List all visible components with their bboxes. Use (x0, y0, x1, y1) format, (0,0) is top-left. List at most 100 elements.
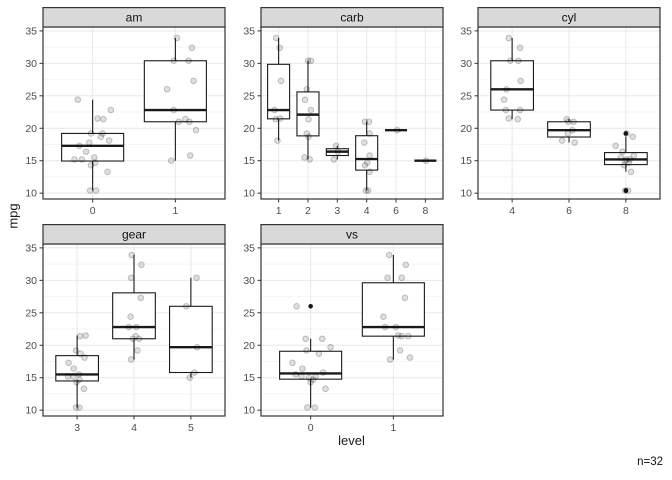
y-tick-label: 25 (243, 307, 255, 319)
jitter-point (128, 251, 136, 259)
x-tick-label: 8 (623, 205, 629, 217)
facet-strip-label: am (126, 11, 143, 25)
jitter-point (623, 156, 630, 163)
jitter-point (170, 57, 178, 65)
x-tick-label: 0 (308, 422, 314, 434)
jitter-point (563, 115, 571, 123)
jitter-point (505, 115, 513, 122)
jitter-point (361, 139, 368, 146)
x-tick-label: 1 (276, 205, 282, 217)
jitter-point (505, 34, 513, 42)
jitter-point (163, 86, 171, 93)
jitter-point (170, 106, 178, 114)
jitter-point (619, 148, 626, 155)
facet-strip-label: cyl (562, 11, 577, 25)
jitter-point (622, 157, 629, 165)
jitter-point (398, 274, 405, 282)
jitter-point (617, 154, 625, 161)
x-tick-label: 3 (74, 422, 80, 434)
jitter-point (304, 57, 312, 65)
facet-chart-carb: carb 10 15 20 25 30 35 1 2 3 4 6 8 (243, 7, 444, 217)
jitter-point (514, 115, 522, 123)
strip-background (477, 7, 661, 28)
outlier-point (308, 304, 313, 309)
facet-panel-cyl: cyl 10 15 20 25 30 35 4 6 8 (449, 7, 661, 223)
jitter-point (516, 44, 524, 52)
jitter-point (305, 374, 313, 382)
jitter-point (64, 373, 72, 380)
jitter-point (620, 161, 628, 169)
jitter-point (100, 115, 107, 123)
jitter-point (276, 115, 284, 122)
jitter-point (77, 350, 84, 357)
jitter-point (65, 359, 72, 367)
y-tick-label: 30 (25, 58, 37, 70)
y-tick-label: 20 (25, 123, 37, 135)
facet-chart-am: am 10 15 20 25 30 35 0 1 (25, 7, 226, 217)
jitter-point (186, 118, 193, 126)
jitter-point (99, 130, 106, 137)
facet-chart-gear: gear 10 15 20 25 30 35 3 4 5 (25, 224, 226, 434)
facet-strip-label: vs (346, 228, 358, 242)
jitter-point (274, 137, 281, 144)
jitter-point (272, 34, 280, 42)
jitter-point (565, 118, 572, 126)
jitter-point (129, 335, 137, 343)
jitter-point (624, 187, 632, 194)
jitter-point (319, 369, 327, 376)
x-tick-label: 4 (131, 422, 137, 434)
jitter-point (82, 148, 90, 155)
jitter-point (289, 359, 296, 367)
jitter-point (315, 350, 323, 357)
jitter-point (90, 154, 98, 161)
jitter-point (623, 130, 630, 137)
y-tick-label: 10 (460, 188, 472, 200)
jitter-point (181, 115, 189, 123)
jitter-point (366, 152, 373, 159)
facet-chart-cyl: cyl 10 15 20 25 30 35 4 6 8 (460, 7, 661, 217)
jitter-point (612, 142, 619, 150)
jitter-point (393, 126, 401, 134)
jitter-point (303, 130, 311, 137)
jitter-point (302, 335, 309, 343)
jitter-point (69, 373, 77, 380)
jitter-point (396, 347, 404, 354)
jitter-point (137, 294, 145, 302)
jitter-point (190, 369, 198, 376)
x-tick-label: 5 (188, 422, 194, 434)
outlier-point (623, 188, 629, 193)
jitter-point (311, 404, 319, 411)
facet-panel-vs: vs 10 15 20 25 30 35 0 1 (232, 224, 444, 440)
jitter-point (503, 86, 510, 93)
jitter-point (385, 251, 393, 259)
y-tick-label: 15 (460, 155, 472, 167)
x-tick-label: 6 (393, 205, 399, 217)
jitter-point (384, 274, 391, 282)
jitter-point (422, 157, 430, 165)
jitter-point (502, 106, 510, 114)
y-tick-label: 35 (243, 242, 255, 254)
jitter-point (392, 323, 400, 331)
jitter-point (627, 168, 635, 176)
strip-background (42, 224, 226, 245)
y-tick-label: 25 (460, 90, 472, 102)
jitter-point (515, 57, 522, 65)
strip-background (42, 7, 226, 28)
jitter-point (87, 130, 95, 137)
jitter-point (97, 133, 105, 140)
jitter-point (173, 34, 181, 42)
jitter-point (395, 332, 402, 339)
box (143, 60, 207, 123)
y-tick-label: 25 (25, 307, 37, 319)
facet-panel-am: am 10 15 20 25 30 35 0 1 (14, 7, 226, 223)
jitter-point (188, 44, 196, 52)
y-tick-label: 30 (243, 58, 255, 70)
jitter-point (298, 373, 305, 380)
jitter-point (332, 142, 340, 150)
jitter-point (322, 385, 329, 393)
jitter-point (127, 313, 134, 320)
jitter-point (303, 86, 311, 93)
x-tick-label: 4 (364, 205, 370, 217)
jitter-point (630, 152, 638, 159)
